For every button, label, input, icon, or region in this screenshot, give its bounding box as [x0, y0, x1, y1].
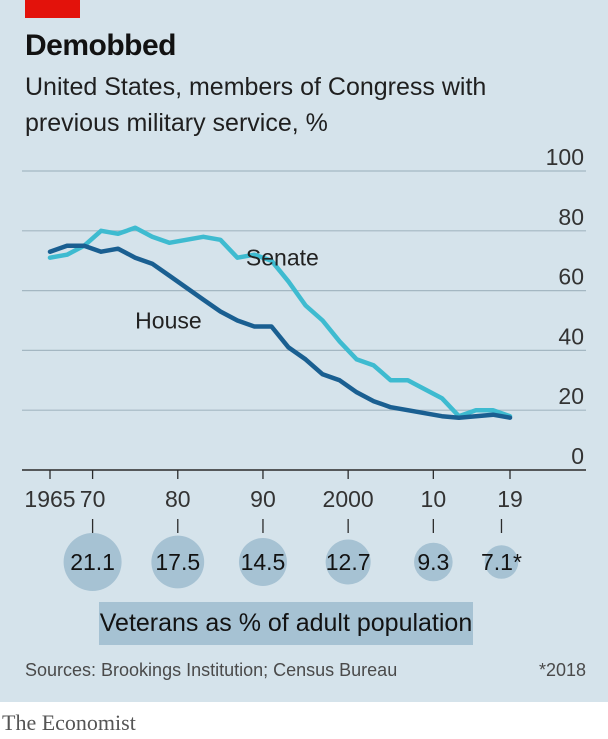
veterans-caption: Veterans as % of adult population [99, 609, 473, 637]
economist-logo: The Economist [2, 710, 136, 735]
veterans-bubble [484, 545, 519, 579]
series-label-senate: Senate [246, 245, 319, 271]
veterans-bubble-label: 12.7 [326, 549, 371, 575]
x-tick-label: 70 [80, 486, 106, 512]
veterans-bubble [238, 538, 287, 586]
y-tick-label: 80 [558, 204, 584, 230]
veterans-bubble-label: 17.5 [155, 549, 200, 575]
veterans-bubble [325, 539, 371, 585]
veterans-bubble-label: 21.1 [70, 549, 115, 575]
y-tick-label: 100 [546, 144, 584, 170]
series-line-house [47, 243, 513, 420]
y-tick-label: 0 [571, 443, 584, 469]
chart-title: Demobbed [25, 29, 177, 62]
x-tick-label: 10 [421, 486, 447, 512]
veterans-bubble-label: 14.5 [241, 549, 286, 575]
y-tick-label: 60 [558, 264, 584, 290]
y-tick-label: 40 [558, 323, 584, 349]
veterans-bubble [63, 533, 122, 591]
veterans-bubble-label: 7.1* [481, 549, 522, 575]
line-chart: 0 20 40 60 80 100 1965 70 80 90 2000 10 19 Senate Hou… [22, 144, 586, 591]
x-tick-label: 1965 [24, 486, 75, 512]
x-tick-label: 2000 [323, 486, 374, 512]
veterans-bubble-label: 9.3 [417, 549, 449, 575]
y-tick-label: 20 [558, 383, 584, 409]
chart-subtitle: United States, members of Congress with … [25, 73, 487, 137]
veterans-bubble [151, 535, 205, 589]
x-tick-label: 19 [497, 486, 523, 512]
source-note: Sources: Brookings Institution; Census B… [25, 660, 398, 680]
x-tick-label: 90 [250, 486, 276, 512]
veterans-bubble [414, 542, 453, 582]
x-tick-label: 80 [165, 486, 191, 512]
series-label-house: House [135, 308, 201, 334]
economist-red-tag [25, 0, 80, 18]
series-line-senate [47, 225, 513, 419]
footnote: *2018 [538, 660, 586, 680]
caption-box [99, 602, 473, 645]
